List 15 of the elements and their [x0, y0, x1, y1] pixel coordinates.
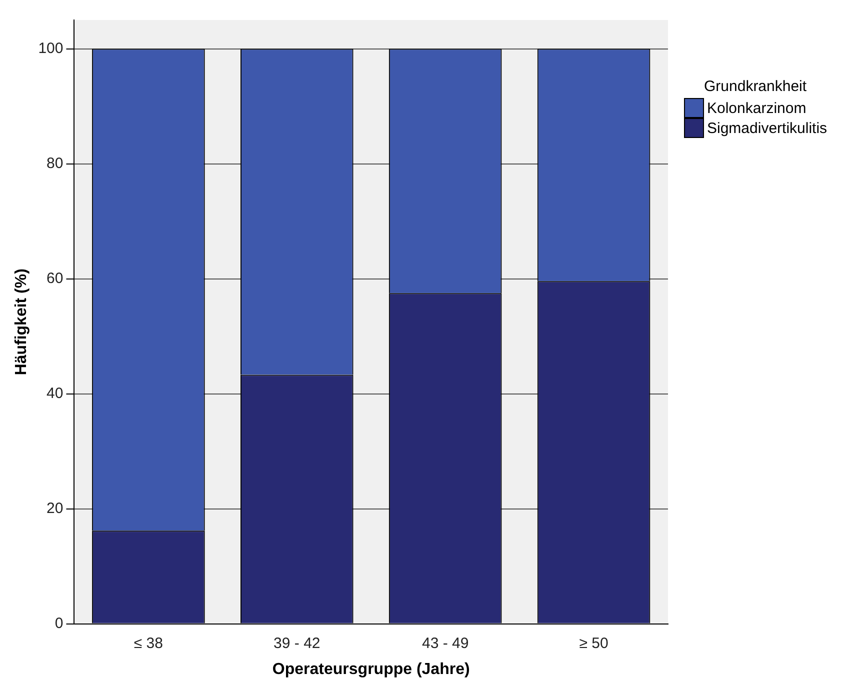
- legend-label: Sigmadivertikulitis: [707, 120, 828, 136]
- y-tick-label: 40: [46, 384, 64, 402]
- x-tick-label: ≥ 50: [579, 634, 608, 652]
- legend-label: Kolonkarzinom: [707, 100, 806, 116]
- y-tick-label: 0: [54, 614, 64, 632]
- x-axis-title: Operateursgruppe (Jahre): [272, 660, 470, 678]
- y-axis-title: Häufigkeit (%): [13, 268, 30, 376]
- legend-title: Grundkrankheit: [703, 78, 808, 95]
- y-tick-label: 80: [46, 154, 64, 172]
- x-tick-label: ≤ 38: [134, 634, 163, 652]
- x-tick-label: 43 - 49: [422, 634, 469, 652]
- x-tick-label: 39 - 42: [274, 634, 320, 652]
- y-tick-label: 20: [46, 500, 64, 517]
- y-tick-label: 60: [46, 270, 64, 287]
- y-tick-label: 100: [38, 40, 64, 57]
